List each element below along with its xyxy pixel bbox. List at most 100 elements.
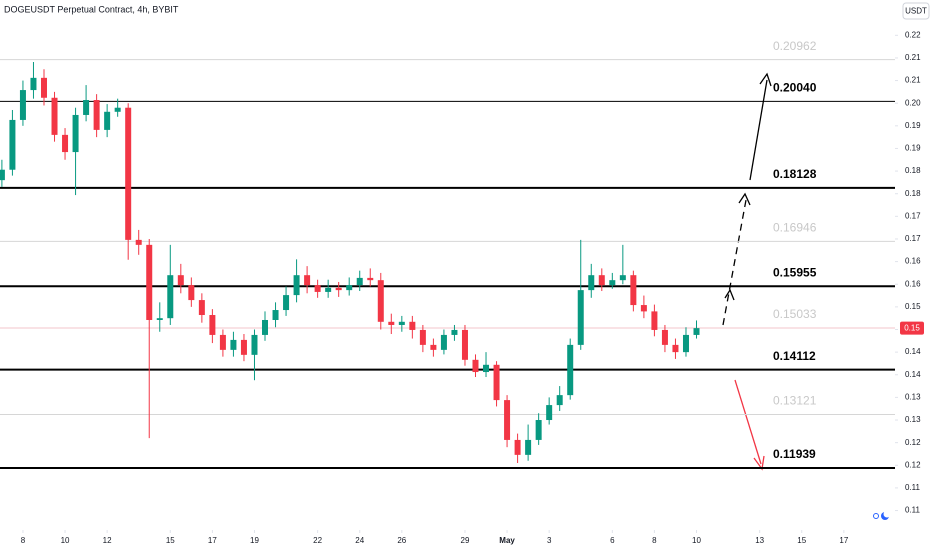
candle-body bbox=[262, 319, 269, 335]
candle-body bbox=[472, 359, 479, 373]
level-label: 0.14112 bbox=[773, 349, 816, 363]
candle-body bbox=[135, 239, 142, 245]
candle-body bbox=[177, 275, 184, 286]
candle-body bbox=[83, 100, 90, 115]
level-label: 0.13121 bbox=[773, 394, 817, 408]
level-label: 0.20040 bbox=[773, 81, 817, 95]
y-tick-label: 0.14 bbox=[905, 347, 921, 356]
y-tick-label: 0.18 bbox=[905, 189, 921, 198]
x-tick-label: 6 bbox=[610, 536, 615, 545]
x-tick-label: 8 bbox=[652, 536, 657, 545]
level-label: 0.16946 bbox=[773, 221, 817, 235]
candle-body bbox=[146, 244, 153, 320]
candle-body bbox=[619, 275, 626, 281]
candle-body bbox=[409, 321, 416, 330]
x-tick-label: 15 bbox=[797, 536, 806, 545]
chart-title: DOGEUSDT Perpetual Contract, 4h, BYBIT bbox=[4, 4, 179, 14]
y-tick-label: 0.16 bbox=[905, 279, 921, 288]
y-tick-label: 0.13 bbox=[905, 415, 921, 424]
currency-label[interactable]: USDT bbox=[905, 7, 927, 16]
x-tick-label: 22 bbox=[313, 536, 322, 545]
candle-body bbox=[367, 277, 374, 281]
x-tick-label: 24 bbox=[355, 536, 364, 545]
candle-body bbox=[630, 275, 637, 306]
candle-body bbox=[314, 285, 321, 292]
candle-body bbox=[419, 329, 426, 345]
y-tick-label: 0.20 bbox=[905, 98, 921, 107]
candle-body bbox=[9, 119, 16, 170]
candle-body bbox=[514, 439, 521, 455]
x-tick-label: 10 bbox=[692, 536, 701, 545]
y-tick-label: 0.22 bbox=[905, 30, 921, 39]
candle-body bbox=[346, 285, 353, 291]
candle-body bbox=[609, 280, 616, 286]
candle-body bbox=[682, 334, 689, 353]
icons[interactable] bbox=[873, 510, 891, 521]
candle-body bbox=[251, 334, 258, 355]
y-tick-label: 0.17 bbox=[905, 234, 921, 243]
level-label: 0.18128 bbox=[773, 167, 817, 181]
x-tick-label: 8 bbox=[21, 536, 26, 545]
y-tick-label: 0.15 bbox=[905, 302, 921, 311]
candle-body bbox=[588, 275, 595, 291]
candle-body bbox=[325, 287, 332, 292]
x-tick-label: 15 bbox=[166, 536, 175, 545]
candle-body bbox=[240, 339, 247, 355]
x-tick-label: 17 bbox=[208, 536, 217, 545]
y-tick-label: 0.21 bbox=[905, 53, 921, 62]
x-tick-label: 13 bbox=[755, 536, 764, 545]
candle-body bbox=[567, 344, 574, 396]
level-label: 0.15033 bbox=[773, 307, 817, 321]
candle-body bbox=[461, 329, 468, 360]
y-tick-label: 0.12 bbox=[905, 438, 921, 447]
candle-body bbox=[188, 285, 195, 301]
y-tick-label: 0.21 bbox=[905, 76, 921, 85]
currency-box[interactable] bbox=[902, 2, 930, 20]
candle-body bbox=[156, 318, 163, 320]
candle-body bbox=[209, 315, 216, 335]
candle-body bbox=[388, 321, 395, 325]
candle-body bbox=[51, 97, 58, 135]
candle-body bbox=[293, 275, 300, 296]
arrow-down bbox=[734, 379, 762, 465]
candle-body bbox=[546, 405, 553, 421]
moon-cut bbox=[883, 510, 891, 518]
candle-body bbox=[40, 77, 47, 98]
y-tick-label: 0.11 bbox=[905, 483, 921, 492]
candle-body bbox=[504, 400, 511, 440]
level-label: 0.11939 bbox=[773, 447, 816, 461]
candle-body bbox=[219, 334, 226, 350]
y-tick-label: 0.17 bbox=[905, 211, 921, 220]
candle-body bbox=[493, 364, 500, 401]
candle-body bbox=[556, 395, 563, 406]
candle-body bbox=[525, 439, 532, 455]
x-tick-label: 19 bbox=[250, 536, 259, 545]
y-tick-label: 0.16 bbox=[905, 257, 921, 266]
y-tick-label: 0.14 bbox=[905, 370, 921, 379]
candle-body bbox=[62, 134, 69, 153]
y-tick-label: 0.19 bbox=[905, 144, 921, 153]
candle-body bbox=[0, 169, 5, 181]
x-tick-label: 17 bbox=[839, 536, 848, 545]
arrows bbox=[722, 72, 772, 471]
x-tick-label: 29 bbox=[461, 536, 470, 545]
sun-icon[interactable] bbox=[873, 513, 879, 519]
candle-body bbox=[72, 114, 79, 153]
arrow-head bbox=[724, 288, 735, 301]
arrow-head bbox=[759, 72, 772, 87]
x-tick-label: 12 bbox=[103, 536, 112, 545]
candle-body bbox=[104, 111, 111, 130]
candle-body bbox=[535, 420, 542, 440]
candle-body bbox=[693, 328, 700, 335]
x-tick-label: 3 bbox=[547, 536, 552, 545]
candle-body bbox=[640, 305, 647, 312]
x-tick-label: May bbox=[499, 536, 515, 545]
candle-body bbox=[440, 334, 447, 350]
candle-body bbox=[114, 107, 121, 112]
candle-body bbox=[483, 364, 490, 373]
candle-body bbox=[398, 321, 405, 325]
y-tick-label: 0.18 bbox=[905, 166, 921, 175]
arrow-head bbox=[738, 192, 751, 206]
candle-body bbox=[272, 310, 279, 320]
